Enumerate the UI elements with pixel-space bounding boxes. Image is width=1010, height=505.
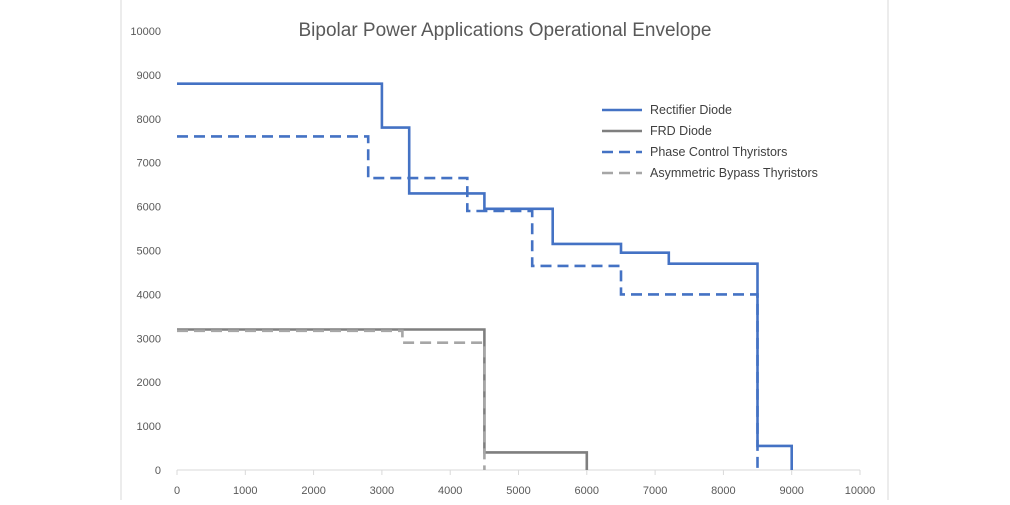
x-tick-label: 1000 <box>233 485 257 497</box>
x-tick-label: 10000 <box>845 485 876 497</box>
y-tick-label: 8000 <box>137 114 161 126</box>
x-tick-label: 0 <box>174 485 180 497</box>
legend-label: Phase Control Thyristors <box>650 145 787 159</box>
chart-title: Bipolar Power Applications Operational E… <box>299 20 712 41</box>
legend: Rectifier Diode FRD Diode Phase Control Th… <box>602 103 818 180</box>
legend-label: Asymmetric Bypass Thyristors <box>650 166 818 180</box>
series-line-phase-control-thyristors <box>177 135 759 470</box>
legend-label: Rectifier Diode <box>650 103 732 117</box>
axes-layer: 0 1000 2000 3000 4000 5000 6000 7000 8000 9000 100… <box>130 26 875 497</box>
series-layer <box>177 82 794 470</box>
y-tick-label: 6000 <box>137 202 161 214</box>
series-line-frd-diode <box>177 328 589 470</box>
x-tick-label: 3000 <box>370 485 394 497</box>
y-tick-label: 5000 <box>137 246 161 258</box>
y-tick-label: 4000 <box>137 289 161 301</box>
x-tick-label: 6000 <box>575 485 599 497</box>
x-tick-label: 5000 <box>506 485 530 497</box>
x-tick-label: 8000 <box>711 485 735 497</box>
y-tick-label: 1000 <box>137 421 161 433</box>
y-tick-label: 2000 <box>137 377 161 389</box>
y-tick-label: 3000 <box>137 333 161 345</box>
y-tick-label: 9000 <box>137 70 161 82</box>
legend-label: FRD Diode <box>650 124 712 138</box>
y-tick-label: 10000 <box>130 26 161 38</box>
x-tick-label: 2000 <box>301 485 325 497</box>
series-line-asymmetric-bypass-thyristors <box>177 329 486 470</box>
x-tick-label: 7000 <box>643 485 667 497</box>
y-tick-label: 0 <box>155 465 161 477</box>
y-tick-label: 7000 <box>137 158 161 170</box>
x-tick-label: 9000 <box>779 485 803 497</box>
x-tick-label: 4000 <box>438 485 462 497</box>
